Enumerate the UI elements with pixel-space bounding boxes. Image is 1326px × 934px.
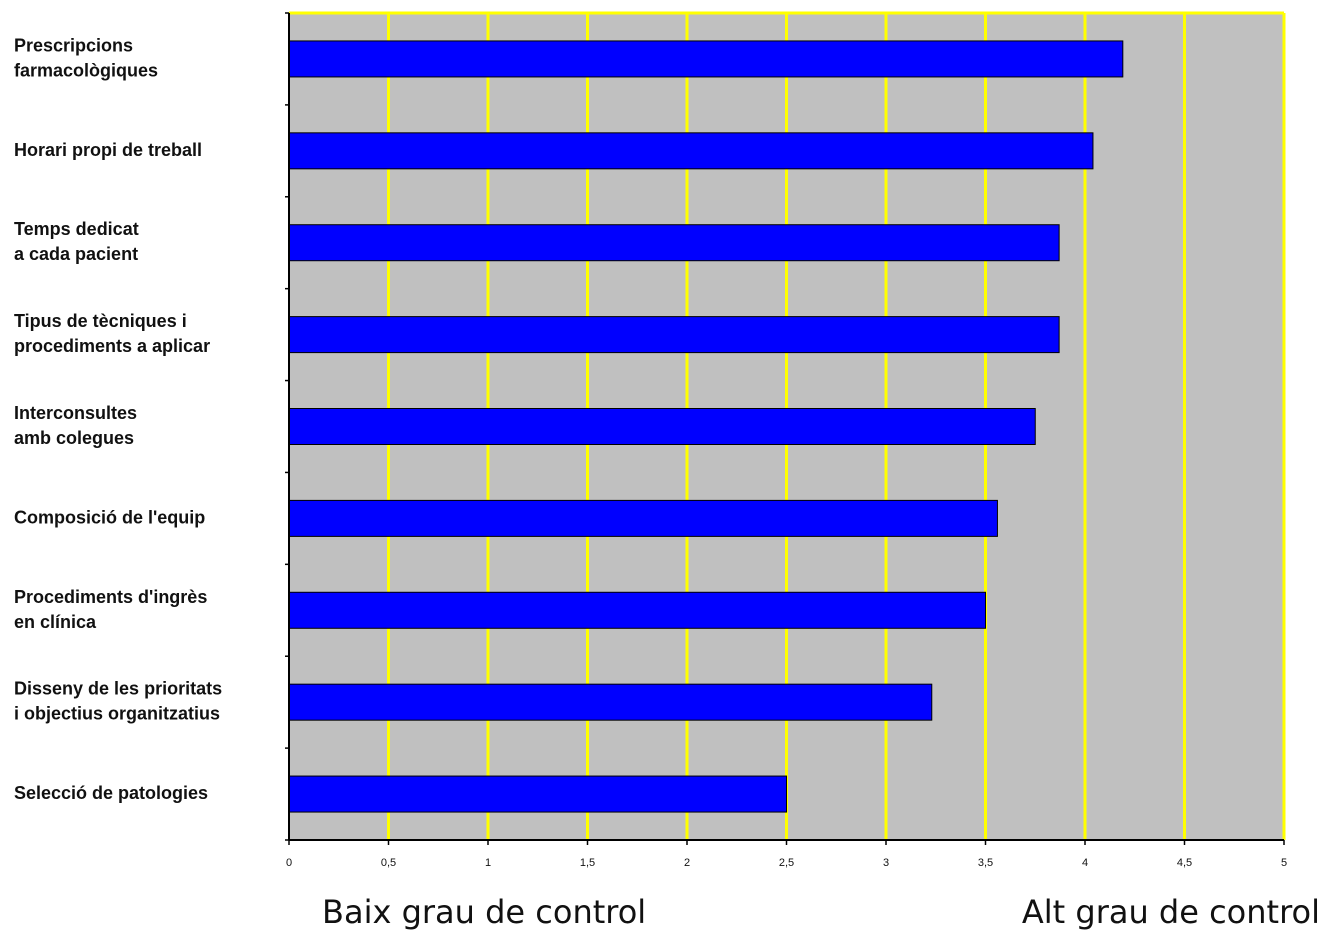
category-label: Temps dedicat a cada pacient [14, 219, 139, 264]
category-label: Tipus de tècniques i procediments a aplic… [14, 311, 210, 356]
x-tick-label: 0 [286, 857, 292, 869]
category-label: Composició de l'equip [14, 507, 205, 527]
bar [288, 591, 986, 629]
category-label: Procediments d'ingrès en clínica [14, 587, 207, 632]
bar-chart: Prescripcions farmacològiques Horari propi… [14, 11, 1287, 869]
x-tick-label: 4,5 [1177, 857, 1192, 869]
x-tick-label: 0,5 [381, 857, 396, 869]
low-control-label: Baix grau de control [322, 893, 647, 931]
bar [288, 775, 787, 813]
x-tick-label: 2,5 [779, 857, 794, 869]
bar [288, 224, 1060, 262]
x-tick-label: 1,5 [580, 857, 595, 869]
category-label: Horari propi de treball [14, 140, 202, 160]
bar [288, 132, 1094, 170]
category-label: Disseny de les prioritats i objectius org… [14, 678, 222, 723]
category-label: Selecció de patologies [14, 783, 208, 803]
x-tick-label: 2 [684, 857, 690, 869]
x-tick-label: 3,5 [978, 857, 993, 869]
bar [288, 499, 998, 537]
x-tick-labels: 0 0,5 1 1,5 2 2,5 3 3,5 4 4,5 5 [286, 857, 1287, 869]
x-tick-label: 5 [1281, 857, 1287, 869]
bar [288, 316, 1060, 354]
bar [288, 40, 1124, 78]
x-tick-label: 1 [485, 857, 491, 869]
bars [288, 40, 1124, 813]
category-labels: Prescripcions farmacològiques Horari propi… [14, 35, 222, 803]
axes [285, 12, 1285, 845]
category-label: Prescripcions farmacològiques [14, 35, 158, 80]
bar [288, 408, 1036, 445]
high-control-label: Alt grau de control [1021, 893, 1320, 931]
x-tick-label: 4 [1082, 857, 1088, 869]
x-tick-label: 3 [883, 857, 889, 869]
bar [288, 683, 933, 721]
category-label: Interconsultes amb colegues [14, 403, 137, 448]
